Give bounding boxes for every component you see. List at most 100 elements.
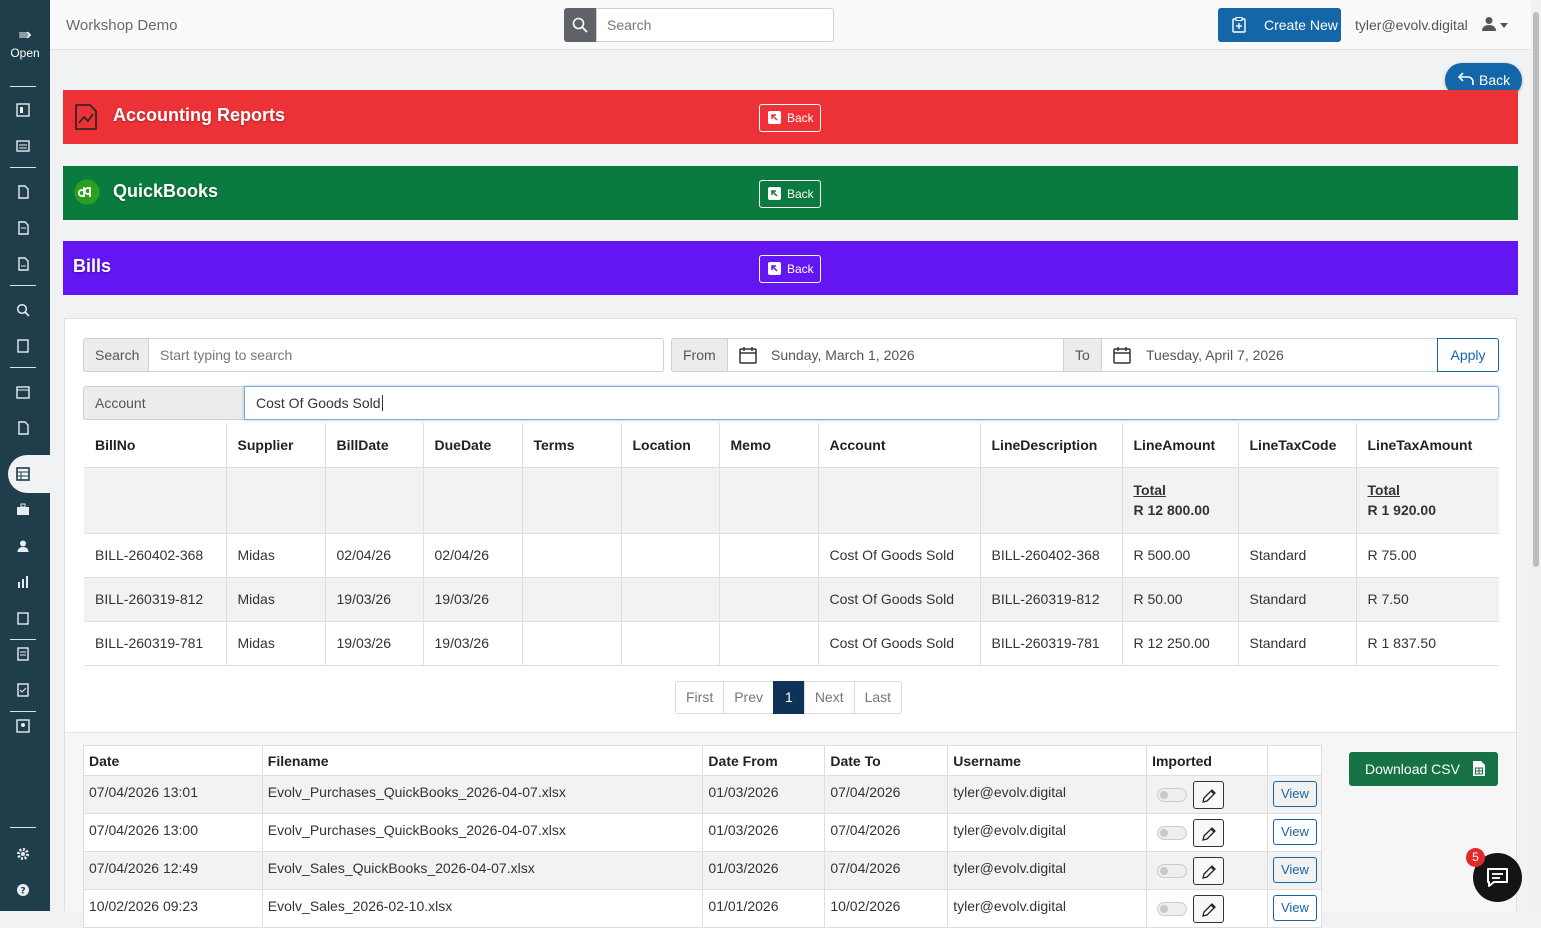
- book-icon[interactable]: [16, 339, 30, 353]
- table-cell: R 75.00: [1356, 533, 1499, 578]
- user-icon[interactable]: [16, 539, 30, 553]
- bills-search-input[interactable]: Start typing to search: [148, 338, 664, 372]
- table-cell: Evolv_Sales_QuickBooks_2026-04-07.xlsx: [262, 851, 704, 890]
- col-header[interactable]: LineTaxCode: [1238, 423, 1357, 468]
- clipboard-plus-icon: [1232, 17, 1246, 33]
- table-cell: Evolv_Purchases_QuickBooks_2026-04-07.xl…: [262, 775, 704, 814]
- imported-toggle[interactable]: [1157, 864, 1188, 878]
- table-cell: BILL-260402-368: [980, 533, 1123, 578]
- total-value: R 12 800.00: [1133, 502, 1210, 518]
- sidebar-divider: [10, 167, 36, 168]
- edit-button[interactable]: [1193, 895, 1225, 923]
- col-header[interactable]: Memo: [719, 423, 819, 468]
- edit-button[interactable]: [1193, 781, 1225, 809]
- calendar-icon: [739, 347, 757, 364]
- from-date-input[interactable]: Sunday, March 1, 2026: [727, 338, 1064, 372]
- table-cell: [719, 467, 819, 534]
- imports-table: Date Filename Date From Date To Username…: [83, 745, 1323, 928]
- search-input[interactable]: Search: [596, 8, 834, 42]
- band-back-button[interactable]: Back: [759, 180, 821, 208]
- page-scrollbar[interactable]: [1531, 0, 1541, 911]
- to-date-input[interactable]: Tuesday, April 7, 2026: [1101, 338, 1438, 372]
- imported-cell: [1146, 775, 1268, 814]
- col-header[interactable]: Date: [83, 745, 263, 776]
- dashboard-icon[interactable]: [16, 103, 30, 117]
- pager-current-page[interactable]: 1: [773, 681, 805, 714]
- user-menu-icon[interactable]: [1482, 16, 1496, 32]
- apply-button[interactable]: Apply: [1437, 338, 1499, 372]
- edit-button[interactable]: [1193, 819, 1225, 847]
- create-new-button[interactable]: Create New: [1218, 8, 1341, 42]
- chat-notification-badge: 5: [1466, 848, 1485, 867]
- search-button[interactable]: [564, 8, 596, 42]
- col-header[interactable]: Account: [818, 423, 981, 468]
- col-header[interactable]: Filename: [262, 745, 704, 776]
- edit-button[interactable]: [1193, 857, 1225, 885]
- list-icon[interactable]: [16, 139, 30, 153]
- imported-toggle[interactable]: [1157, 902, 1188, 916]
- table-cell: 07/04/2026 12:49: [83, 851, 263, 890]
- imported-toggle[interactable]: [1157, 826, 1188, 840]
- ledger-icon[interactable]: [16, 647, 30, 661]
- sidebar-open-toggle[interactable]: ⇛ Open: [0, 28, 50, 61]
- col-header[interactable]: LineTaxAmount: [1356, 423, 1499, 468]
- col-header[interactable]: Imported: [1146, 745, 1268, 776]
- search-icon[interactable]: [16, 303, 30, 317]
- arrow-up-left-icon: [768, 187, 781, 200]
- table-row[interactable]: BILL-260319-781 Midas 19/03/26 19/03/26 Cost…: [84, 621, 1499, 666]
- imported-toggle[interactable]: [1157, 788, 1188, 802]
- scrollbar-thumb[interactable]: [1533, 12, 1539, 567]
- help-icon[interactable]: ?: [16, 883, 30, 897]
- gear-icon[interactable]: [16, 847, 30, 861]
- contact-card-icon[interactable]: [16, 719, 30, 733]
- pager-first[interactable]: First: [675, 681, 725, 714]
- imported-cell: [1146, 889, 1268, 928]
- view-button[interactable]: View: [1272, 857, 1317, 883]
- pager-next[interactable]: Next: [803, 681, 855, 714]
- col-header[interactable]: DueDate: [423, 423, 523, 468]
- document-icon[interactable]: [16, 221, 30, 235]
- table-row[interactable]: BILL-260402-368 Midas 02/04/26 02/04/26 Cost…: [84, 533, 1499, 578]
- col-header[interactable]: Supplier: [226, 423, 326, 468]
- to-label: To: [1063, 338, 1102, 372]
- pager-prev[interactable]: Prev: [723, 681, 775, 714]
- clipboard-chart-icon[interactable]: [16, 611, 30, 625]
- chart-icon[interactable]: [16, 575, 30, 589]
- col-header[interactable]: LineAmount: [1122, 423, 1239, 468]
- calendar-icon[interactable]: [16, 385, 30, 399]
- col-header[interactable]: BillDate: [325, 423, 424, 468]
- col-header[interactable]: Terms: [522, 423, 622, 468]
- toolbox-icon[interactable]: [16, 503, 30, 517]
- table-cell: BILL-260319-812: [980, 577, 1123, 622]
- account-input-value: Cost Of Goods Sold: [256, 395, 381, 411]
- table-cell: Standard: [1238, 577, 1357, 622]
- col-header[interactable]: Date To: [824, 745, 949, 776]
- download-csv-button[interactable]: Download CSV: [1349, 752, 1498, 786]
- view-button[interactable]: View: [1272, 781, 1317, 807]
- account-input[interactable]: Cost Of Goods Sold: [244, 386, 1499, 420]
- col-header[interactable]: LineDescription: [980, 423, 1123, 468]
- table-cell: 01/03/2026: [702, 775, 826, 814]
- chevron-down-icon[interactable]: [1500, 23, 1508, 28]
- band-back-button[interactable]: Back: [759, 255, 821, 283]
- pager-last[interactable]: Last: [853, 681, 903, 714]
- report-file-icon[interactable]: [16, 185, 30, 199]
- table-cell: [84, 467, 227, 534]
- checklist-icon[interactable]: [16, 683, 30, 697]
- arrow-up-left-icon: [768, 111, 781, 124]
- band-back-button[interactable]: Back: [759, 104, 821, 132]
- user-email[interactable]: tyler@evolv.digital: [1355, 17, 1468, 33]
- table-icon[interactable]: [16, 467, 30, 481]
- notes-icon[interactable]: [16, 421, 30, 435]
- view-button[interactable]: View: [1272, 895, 1317, 921]
- view-button[interactable]: View: [1272, 819, 1317, 845]
- table-row[interactable]: BILL-260319-812 Midas 19/03/26 19/03/26 Cost…: [84, 577, 1499, 622]
- col-header[interactable]: Date From: [702, 745, 826, 776]
- table-cell: [621, 621, 720, 666]
- col-header[interactable]: BillNo: [84, 423, 227, 468]
- col-header[interactable]: Location: [621, 423, 720, 468]
- chat-button[interactable]: [1473, 853, 1522, 902]
- col-header[interactable]: Username: [947, 745, 1148, 776]
- table-cell: Midas: [226, 533, 326, 578]
- invoice-icon[interactable]: [16, 257, 30, 271]
